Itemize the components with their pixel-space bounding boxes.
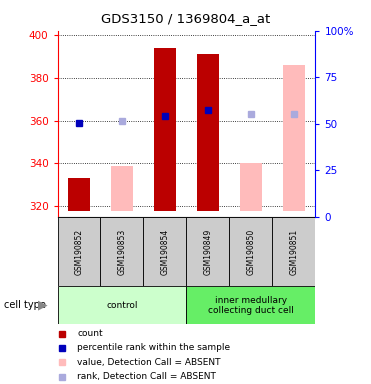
- Text: GSM190851: GSM190851: [289, 228, 298, 275]
- Bar: [240, 164, 262, 210]
- Text: count: count: [77, 329, 103, 338]
- Bar: [154, 48, 176, 210]
- Bar: [144, 217, 186, 286]
- Text: GSM190853: GSM190853: [118, 228, 127, 275]
- Text: GDS3150 / 1369804_a_at: GDS3150 / 1369804_a_at: [101, 12, 270, 25]
- Text: value, Detection Call = ABSENT: value, Detection Call = ABSENT: [77, 358, 221, 367]
- Text: GSM190850: GSM190850: [246, 228, 255, 275]
- Bar: [101, 217, 144, 286]
- Bar: [186, 286, 315, 324]
- Bar: [283, 65, 305, 210]
- Text: cell type: cell type: [4, 300, 46, 310]
- Bar: [111, 166, 133, 210]
- Bar: [58, 217, 101, 286]
- Text: inner medullary
collecting duct cell: inner medullary collecting duct cell: [208, 296, 294, 315]
- Text: GSM190852: GSM190852: [75, 228, 83, 275]
- Text: control: control: [106, 301, 138, 310]
- Text: GSM190849: GSM190849: [203, 228, 213, 275]
- Text: rank, Detection Call = ABSENT: rank, Detection Call = ABSENT: [77, 372, 216, 381]
- Bar: [186, 217, 229, 286]
- Bar: [272, 217, 315, 286]
- Bar: [229, 217, 272, 286]
- Text: percentile rank within the sample: percentile rank within the sample: [77, 344, 230, 353]
- Bar: [197, 54, 219, 210]
- Text: GSM190854: GSM190854: [160, 228, 170, 275]
- Text: ▶: ▶: [38, 299, 47, 312]
- Bar: [68, 179, 90, 210]
- Bar: [58, 286, 186, 324]
